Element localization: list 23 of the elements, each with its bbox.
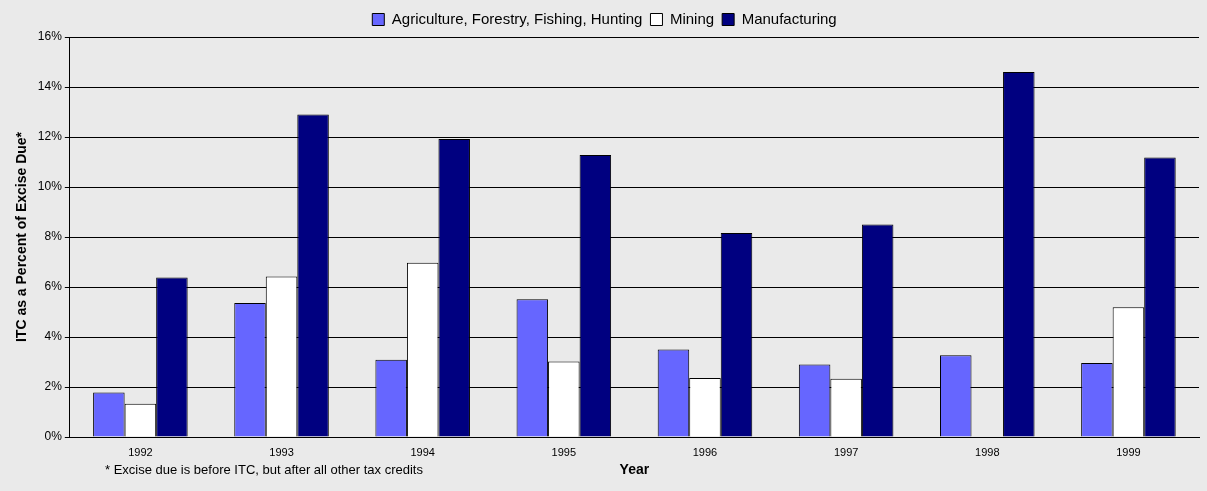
x-tick-label: 1996	[692, 445, 718, 458]
x-axis-title: Year	[619, 461, 650, 478]
y-tick-label: 10%	[37, 179, 63, 194]
legend-label: Manufacturing	[741, 9, 837, 27]
y-tick-label: 6%	[44, 279, 63, 294]
y-tick-label: 16%	[37, 29, 63, 44]
x-tick-label: 1994	[410, 445, 435, 458]
x-tick-label: 1992	[128, 445, 153, 458]
text: * Excise due is before ITC, but after all other tax credits	[105, 462, 423, 477]
y-tick-label: 2%	[44, 379, 63, 394]
legend-label: Agriculture, Forestry, Fishing, Hunting	[391, 9, 643, 27]
y-axis-title: ITC as a Percent of Excise Due*	[13, 131, 30, 343]
y-tick-label: 4%	[44, 329, 63, 344]
legend-label: Mining	[669, 9, 715, 27]
y-tick-label: 12%	[37, 129, 63, 144]
x-tick-label: 1997	[833, 445, 859, 458]
x-tick-label: 1999	[1116, 445, 1141, 458]
x-tick-label: 1995	[551, 445, 577, 458]
y-tick-label: 8%	[44, 229, 63, 244]
y-tick-label: 0%	[44, 429, 63, 444]
x-tick-label: 1993	[269, 445, 294, 458]
x-tick-label: 1998	[975, 445, 1000, 458]
y-tick-label: 14%	[37, 79, 63, 94]
